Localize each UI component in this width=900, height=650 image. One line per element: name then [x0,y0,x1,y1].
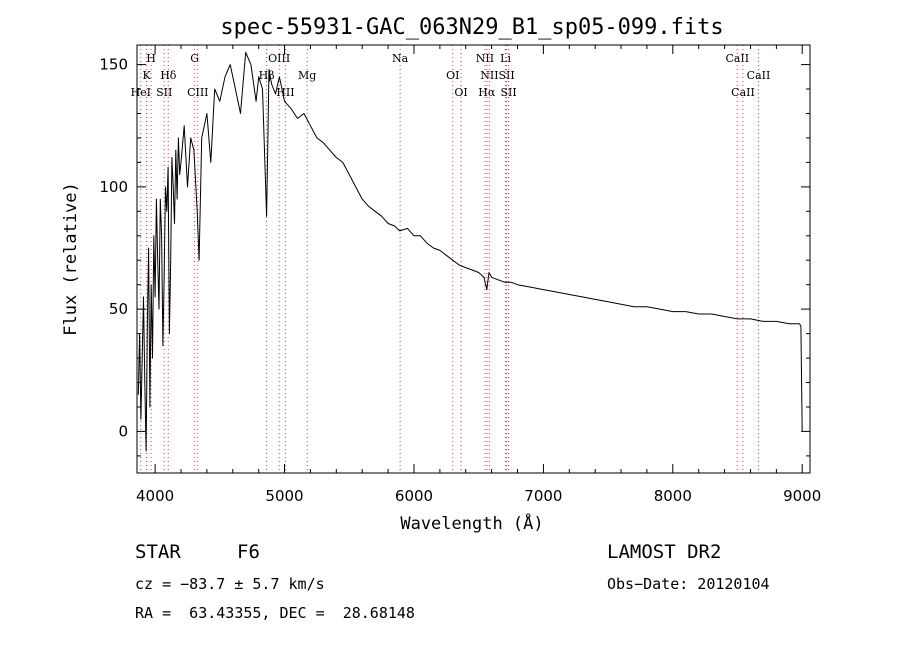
line-marker-label: NII [480,69,498,82]
x-tick-label: 7000 [524,487,562,505]
line-marker-label: CIII [187,86,208,99]
y-tick-label: 100 [99,178,128,196]
line-marker-label: Mg [298,69,316,82]
x-tick-label: 9000 [783,487,821,505]
line-marker-label: CaII [725,52,749,65]
line-marker-label: OIII [268,52,290,65]
spectrum-line [137,51,803,452]
line-marker-label: OI [454,86,467,99]
chart-title: spec-55931-GAC_063N29_B1_sp05-099.fits [220,15,723,40]
x-tick-label: 8000 [654,487,692,505]
line-marker-label: SII [498,69,514,82]
axis-ticks: 4000 5000 6000 7000 8000 9000 0 50 100 150 [99,45,821,505]
line-marker-label: Na [392,52,409,65]
line-marker-label: Hβ [259,69,275,82]
line-marker-label: G [190,52,199,65]
x-axis-label: Wavelength (Å) [400,512,543,534]
line-marker-label: HeI [131,86,151,99]
line-marker-label: Li [500,52,511,65]
redshift-text: cz = −83.7 ± 5.7 km/s [135,575,325,593]
line-marker-label: NII [476,52,494,65]
line-marker-label: CaII [731,86,755,99]
line-marker-label: Hδ [160,69,177,82]
y-tick-label: 150 [99,56,128,74]
line-marker-label: K [142,69,151,82]
y-axis-label: Flux (relative) [61,182,81,336]
y-tick-label: 0 [118,422,128,440]
line-marker-label: SII [156,86,172,99]
x-tick-label: 5000 [265,487,303,505]
subclass: F6 [237,541,260,563]
series-layer [137,51,803,452]
x-tick-label: 6000 [395,487,433,505]
object-class: STAR [135,541,181,563]
line-marker-label: H [146,52,156,65]
survey-name: LAMOST DR2 [607,541,722,563]
obs-date: Obs−Date: 20120104 [607,575,770,593]
line-marker-label: OI [446,69,459,82]
y-tick-label: 50 [109,300,128,318]
line-marker-label: Hα [478,86,496,99]
coordinates: RA = 63.43355, DEC = 28.68148 [135,604,415,622]
line-marker-label: SII [500,86,516,99]
plot-frame [136,44,811,474]
line-marker-label: CaII [747,69,771,82]
line-marker-label: HII [276,86,294,99]
x-tick-label: 4000 [136,487,174,505]
